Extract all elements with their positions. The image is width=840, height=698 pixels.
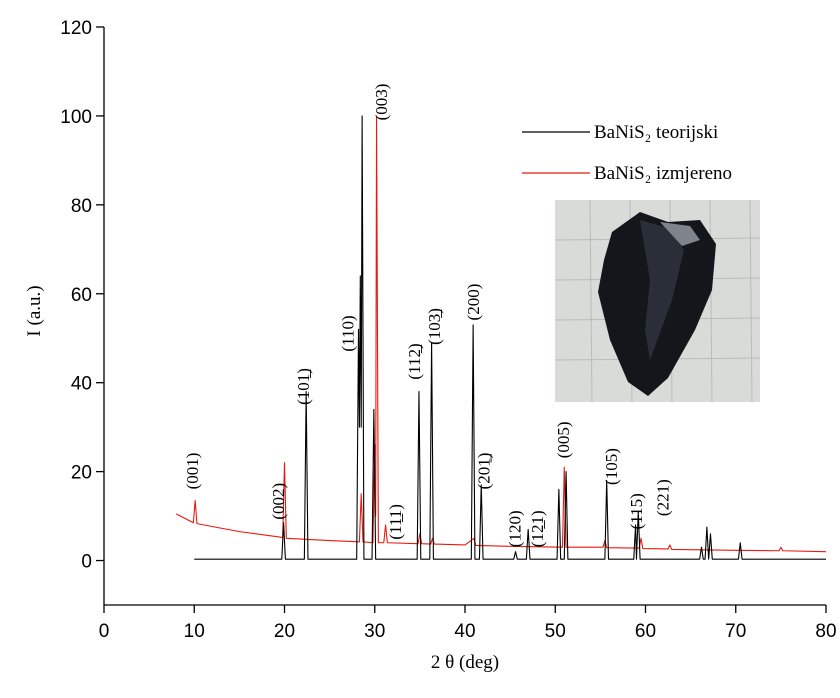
x-tick-label: 0 <box>99 621 110 642</box>
y-tick-label: 100 <box>60 107 92 128</box>
y-tick-label: 20 <box>71 463 92 484</box>
x-tick-label: 20 <box>274 621 295 642</box>
y-tick-label: 0 <box>81 552 92 573</box>
data-line <box>194 115 826 560</box>
legend-label: BaNiS₂ teorijski <box>594 122 718 143</box>
peak-label: (201̲) <box>475 453 494 490</box>
peak-label: (120) <box>505 510 524 547</box>
peak-label: (103̲) <box>425 308 444 345</box>
peak-label: (12̲1) <box>528 510 547 547</box>
x-tick-label: 50 <box>545 621 566 642</box>
y-tick-label: 120 <box>60 18 92 39</box>
peak-label: (105) <box>602 448 621 485</box>
peak-label: (001) <box>183 453 202 490</box>
y-tick-label: 40 <box>71 374 92 395</box>
peak-label: (002) <box>269 483 288 520</box>
photo-inset <box>554 199 761 403</box>
peak-label: (200) <box>464 284 483 321</box>
peak-label: (115) <box>627 493 646 529</box>
x-tick-label: 70 <box>725 621 746 642</box>
peak-label: (101̲) <box>294 368 313 405</box>
x-tick-label: 10 <box>184 621 205 642</box>
x-axis-label: 2 θ (deg) <box>431 652 499 673</box>
x-tick-label: 30 <box>364 621 385 642</box>
x-tick-label: 40 <box>454 621 475 642</box>
peak-label: (005) <box>554 421 573 458</box>
peak-label: (110) <box>338 315 357 351</box>
y-tick-label: 60 <box>71 285 92 306</box>
x-tick-label: 80 <box>815 621 836 642</box>
y-axis-label: I (a.u.) <box>24 285 45 336</box>
peak-label: (003) <box>372 84 391 121</box>
legend-label: BaNiS₂ izmjereno <box>594 163 732 184</box>
peak-label: (11̲1) <box>386 504 405 540</box>
x-tick-label: 60 <box>635 621 656 642</box>
y-tick-label: 80 <box>71 196 92 217</box>
data-line <box>175 115 827 553</box>
peak-label: (221) <box>653 479 672 516</box>
peak-label: (112̲) <box>405 343 424 379</box>
